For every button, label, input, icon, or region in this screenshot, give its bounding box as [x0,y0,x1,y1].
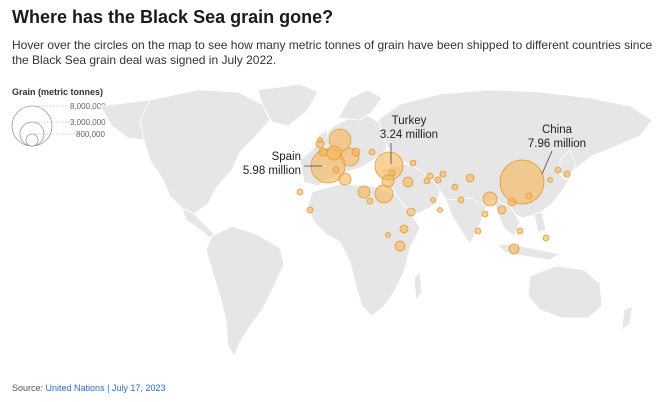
source-line: Source: United Nations | July 17, 2023 [12,383,165,393]
legend-title: Grain (metric tonnes) [12,87,104,97]
country-bubble[interactable] [388,169,396,177]
callout-lines [304,143,553,175]
country-bubble[interactable] [465,173,475,183]
legend-label-medium: 3,000,000 [70,118,106,127]
callouts: Spain 5.98 million Turkey 3.24 million C… [243,115,586,177]
source-prefix: Source: [12,383,46,393]
country-bubble[interactable] [563,170,571,178]
country-bubble[interactable] [525,192,533,200]
legend-label-small: 800,000 [76,130,105,139]
country-bubble[interactable] [409,159,417,167]
legend-label-large: 8,000,000 [70,102,106,111]
country-bubble[interactable] [385,232,391,238]
country-bubble[interactable] [439,170,447,178]
country-bubble[interactable] [374,184,394,204]
country-bubble[interactable] [554,166,562,174]
country-bubble[interactable] [482,191,498,207]
callout-turkey-country: Turkey [392,115,427,127]
land-south-america [205,225,285,357]
country-bubble[interactable] [451,183,459,191]
land-asia [377,89,653,219]
country-bubble[interactable] [402,176,414,188]
country-bubble[interactable] [547,177,553,183]
land-india [445,197,487,245]
country-bubble[interactable] [399,224,409,234]
bubble-layer [296,128,571,255]
source-separator: | [104,383,112,393]
country-bubble[interactable] [426,172,434,180]
country-bubble[interactable] [296,188,304,196]
country-bubble[interactable] [306,206,314,214]
land-philippines [533,211,547,233]
land-new-zealand [621,305,633,331]
country-bubble[interactable] [394,240,406,252]
country-bubble[interactable] [507,197,517,207]
chart-title: Where has the Black Sea grain gone? [12,7,334,27]
country-bubble[interactable] [497,205,507,215]
country-bubble[interactable] [338,172,352,186]
country-bubble[interactable] [357,185,371,199]
country-bubble[interactable] [481,210,489,218]
source-link-united-nations[interactable]: United Nations [45,383,105,393]
land-central-america [181,207,215,239]
country-bubble[interactable] [457,196,465,204]
country-bubble[interactable] [474,227,482,235]
country-bubble[interactable] [317,137,323,143]
country-bubble[interactable] [499,159,545,205]
land-indonesia [497,243,561,261]
callout-turkey-value: 3.24 million [380,129,438,141]
callout-spain-country: Spain [272,151,301,163]
callout-china-value: 7.96 million [528,138,586,150]
country-bubble[interactable] [368,148,376,156]
country-bubble[interactable] [326,145,342,161]
country-bubble[interactable] [423,177,431,185]
country-bubble[interactable] [318,147,328,157]
chart-subtitle: Hover over the circles on the map to see… [12,38,653,67]
land-madagascar [413,271,423,301]
callout-china-country: China [542,124,573,136]
land-australia [527,265,603,319]
country-bubble[interactable] [366,197,374,205]
country-bubble[interactable] [434,176,442,184]
country-bubble[interactable] [542,234,550,242]
source-date: July 17, 2023 [111,383,166,393]
country-bubble[interactable] [516,227,524,235]
land-scandinavia [337,89,383,121]
country-bubble[interactable] [508,243,520,255]
land-north-america-west [99,99,151,141]
land-north-america [139,89,271,215]
country-bubble[interactable] [332,166,340,174]
country-bubble[interactable] [406,207,416,217]
size-legend: 8,000,000 3,000,000 800,000 [11,102,106,147]
land-layer [99,83,653,357]
country-bubble[interactable] [381,174,395,188]
country-bubble[interactable] [430,197,436,203]
country-bubble[interactable] [351,147,361,157]
country-bubble[interactable] [437,207,443,213]
callout-line-china [541,150,553,175]
callout-spain-value: 5.98 million [243,165,301,177]
